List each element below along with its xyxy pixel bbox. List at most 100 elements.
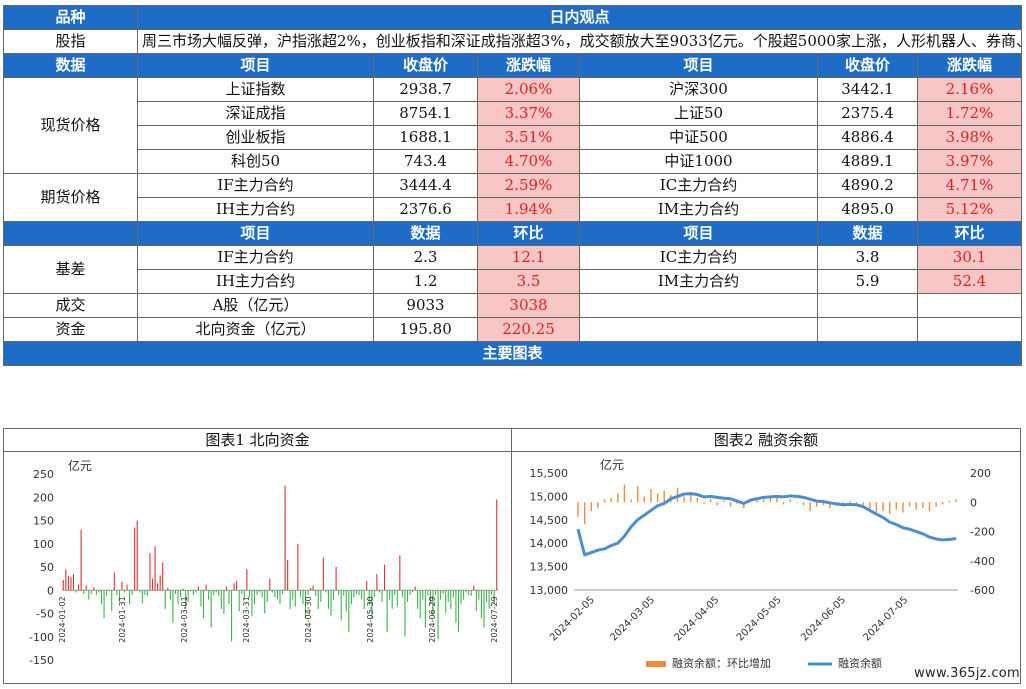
report-table: 品种 日内观点 股指 周三市场大幅反弹，沪指涨超2%，创业板指和深证成指涨超3%…	[2, 5, 1023, 366]
futures-change: 2.59%	[477, 173, 580, 198]
x-tick-label: 2024-02-05	[548, 595, 597, 644]
y-tick-label: 50	[40, 561, 54, 574]
futures-change: 4.71%	[916, 173, 1023, 198]
x-tick-label: 2024-03-05	[608, 595, 657, 644]
futures-change: 1.94%	[477, 197, 580, 222]
empty-cell	[916, 293, 1023, 318]
basis-item: IC主力合约	[579, 245, 818, 270]
basis-value: 2.3	[373, 245, 478, 270]
futures-item: IM主力合约	[579, 197, 818, 222]
turnover-item: A股（亿元）	[137, 293, 374, 318]
empty-cell	[817, 293, 918, 318]
y-tick-label: -50	[36, 608, 54, 621]
col-close-left: 收盘价	[373, 53, 478, 78]
spot-close: 2938.7	[373, 77, 478, 102]
spot-row: 深证成指 8754.1 3.37% 上证50 2375.4 1.72%	[4, 101, 1023, 126]
spot-change: 3.37%	[477, 101, 580, 126]
y-tick-label: 200	[33, 491, 54, 504]
northbound-chart-panel: 图表1 北向资金 250 200 150 100 50 0 -50 -100 -150 亿元 202…	[3, 428, 512, 684]
x-tick-label: 2024-07-05	[862, 595, 911, 644]
view-text: 周三市场大幅反弹，沪指涨超2%，创业板指和深证成指涨超3%，成交额放大至9033…	[136, 29, 1023, 54]
funds-value: 195.80	[373, 317, 478, 342]
market-report-sheet: 品种 日内观点 股指 周三市场大幅反弹，沪指涨超2%，创业板指和深证成指涨超3%…	[2, 5, 1023, 366]
spot-change: 1.72%	[916, 101, 1023, 126]
col-change-left: 涨跌幅	[477, 53, 580, 78]
col-value-left: 数据	[373, 221, 478, 246]
charts-area: 图表1 北向资金 250 200 150 100 50 0 -50 -100 -150 亿元 202…	[3, 428, 1021, 686]
spot-row: 创业板指 1688.1 3.51% 中证500 4886.4 3.98%	[4, 125, 1023, 150]
spot-close: 743.4	[373, 149, 478, 174]
basis-item: IF主力合约	[137, 245, 374, 270]
y-left-tick-label: 15,000	[530, 490, 569, 503]
legend-swatch-change	[646, 661, 666, 667]
basis-category: 基差	[3, 245, 138, 294]
col-mom-right: 环比	[916, 221, 1023, 246]
header-row: 品种 日内观点	[3, 5, 1023, 30]
futures-close: 4895.0	[817, 197, 918, 222]
col-item-left-2: 项目	[137, 221, 374, 246]
spot-close: 4889.1	[817, 149, 918, 174]
y-left-tick-label: 13,000	[530, 584, 569, 597]
col-item-right-2: 项目	[579, 221, 818, 246]
futures-close: 2376.6	[373, 197, 478, 222]
spot-item: 科创50	[137, 149, 374, 174]
futures-row: IH主力合约 2376.6 1.94% IM主力合约 4895.0 5.12%	[4, 197, 1023, 222]
y-tick-label: 250	[33, 468, 54, 481]
spot-close: 2375.4	[817, 101, 918, 126]
spot-item: 深证成指	[137, 101, 374, 126]
basis-item: IM主力合约	[579, 269, 818, 294]
y-left-tick-label: 14,500	[530, 514, 569, 527]
funds-category: 资金	[3, 317, 138, 342]
y-tick-label: 150	[33, 515, 54, 528]
futures-change: 5.12%	[916, 197, 1023, 222]
spot-close: 1688.1	[373, 125, 478, 150]
x-tick-label: 2024-07-29	[490, 596, 499, 643]
y-right-tick-label: 0	[970, 496, 977, 509]
futures-item: IC主力合约	[579, 173, 818, 198]
spot-category: 现货价格	[3, 77, 138, 174]
x-tick-label: 2024-01-31	[118, 596, 127, 643]
spot-row: 科创50 743.4 4.70% 中证1000 4889.1 3.97%	[4, 149, 1023, 174]
funds-mom: 220.25	[477, 317, 580, 342]
margin-chart-panel: 图表2 融资余额 15,500 15,000 14,500 14,000 13,500 1…	[511, 428, 1021, 684]
basis-value: 1.2	[373, 269, 478, 294]
northbound-chart: 250 200 150 100 50 0 -50 -100 -150 亿元 2024-01-02 20…	[29, 458, 499, 667]
y-right-tick-label: 200	[970, 467, 991, 480]
turnover-category: 成交	[3, 293, 138, 318]
x-tick-label: 2024-05-05	[735, 595, 784, 644]
balance-line	[576, 492, 957, 557]
data-label: 数据	[3, 53, 138, 78]
basis-mom: 30.1	[916, 245, 1023, 270]
futures-category: 期货价格	[3, 173, 138, 222]
y-tick-label: 0	[47, 584, 54, 597]
view-row: 股指 周三市场大幅反弹，沪指涨超2%，创业板指和深证成指涨超3%，成交额放大至9…	[3, 29, 1023, 54]
spot-item: 中证1000	[579, 149, 818, 174]
spot-row: 现货价格 上证指数 2938.7 2.06% 沪深300 3442.1 2.16…	[3, 77, 1023, 174]
col-value-right: 数据	[817, 221, 918, 246]
spot-item: 创业板指	[137, 125, 374, 150]
x-tick-label: 2024-04-05	[673, 595, 722, 644]
header-variety: 品种	[3, 5, 138, 30]
col-close-right: 收盘价	[817, 53, 918, 78]
charts-section-row: 主要图表	[2, 341, 1023, 366]
futures-item: IH主力合约	[137, 197, 374, 222]
legend-label-balance: 融资余额	[838, 656, 882, 670]
x-tick-label: 2024-01-02	[58, 596, 67, 643]
spot-close: 8754.1	[373, 101, 478, 126]
futures-close: 4890.2	[817, 173, 918, 198]
empty-cell	[579, 293, 818, 318]
spot-close: 3442.1	[817, 77, 918, 102]
y-right-tick-label: -400	[970, 555, 995, 568]
turnover-value: 9033	[373, 293, 478, 318]
x-tick-label: 2024-05-30	[366, 596, 375, 643]
watermark: www.365jz.com	[914, 666, 1020, 681]
futures-item: IF主力合约	[137, 173, 374, 198]
turnover-mom: 3038	[477, 293, 580, 318]
basis-mom: 3.5	[477, 269, 580, 294]
y-tick-label: -100	[29, 631, 54, 644]
spot-change: 2.16%	[916, 77, 1023, 102]
chart1-title: 图表1 北向资金	[205, 431, 310, 449]
y-tick-label: 100	[33, 538, 54, 551]
header-intraday-view: 日内观点	[136, 5, 1023, 30]
basis-value: 3.8	[817, 245, 918, 270]
